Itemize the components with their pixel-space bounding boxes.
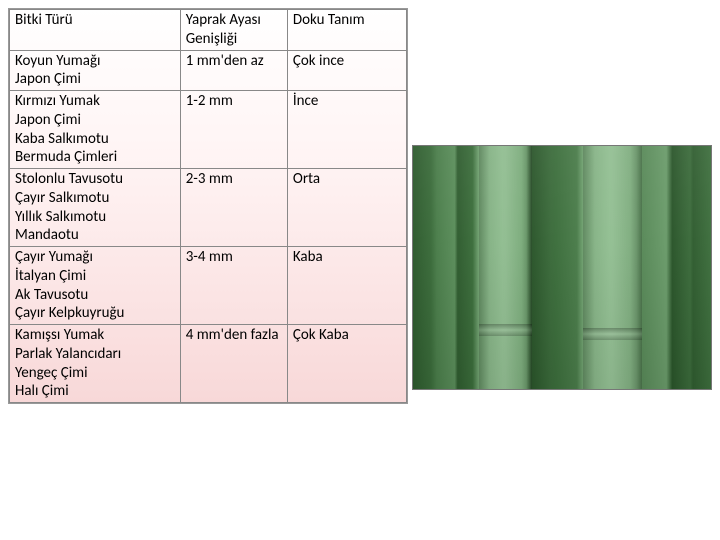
width-cell: 2-3 mm (180, 169, 287, 247)
width-cell: 3-4 mm (180, 247, 287, 325)
table-row: Stolonlu Tavusotu Çayır Salkımotu Yıllık… (10, 169, 407, 247)
table-row: Çayır Yumağı İtalyan Çimi Ak Tavusotu Ça… (10, 247, 407, 325)
texture-cell: Çok ince (287, 50, 406, 91)
leaf-node-1 (479, 324, 533, 336)
table-header-row: Bitki Türü Yaprak Ayası Genişliği Doku T… (10, 10, 407, 51)
species-table-container: Bitki Türü Yaprak Ayası Genişliği Doku T… (8, 8, 408, 404)
leaf-node-2 (583, 328, 643, 340)
table-row: Kamışsı Yumak Parlak Yalancıdarı Yengeç … (10, 325, 407, 403)
width-cell: 1-2 mm (180, 91, 287, 169)
leaf-blade-1 (479, 146, 533, 389)
width-cell: 1 mm'den az (180, 50, 287, 91)
header-leaf-width: Yaprak Ayası Genişliği (180, 10, 287, 51)
species-cell: Çayır Yumağı İtalyan Çimi Ak Tavusotu Ça… (10, 247, 181, 325)
texture-cell: Çok Kaba (287, 325, 406, 403)
header-texture: Doku Tanım (287, 10, 406, 51)
table-row: Koyun Yumağı Japon Çimi 1 mm'den az Çok … (10, 50, 407, 91)
texture-cell: Orta (287, 169, 406, 247)
leaf-blade-2 (583, 146, 643, 389)
species-cell: Kırmızı Yumak Japon Çimi Kaba Salkımotu … (10, 91, 181, 169)
texture-cell: Kaba (287, 247, 406, 325)
species-cell: Kamışsı Yumak Parlak Yalancıdarı Yengeç … (10, 325, 181, 403)
species-table: Bitki Türü Yaprak Ayası Genişliği Doku T… (9, 9, 407, 403)
species-cell: Stolonlu Tavusotu Çayır Salkımotu Yıllık… (10, 169, 181, 247)
species-cell: Koyun Yumağı Japon Çimi (10, 50, 181, 91)
texture-cell: İnce (287, 91, 406, 169)
table-row: Kırmızı Yumak Japon Çimi Kaba Salkımotu … (10, 91, 407, 169)
grass-leaf-photo (412, 145, 712, 390)
width-cell: 4 mm'den fazla (180, 325, 287, 403)
header-species: Bitki Türü (10, 10, 181, 51)
